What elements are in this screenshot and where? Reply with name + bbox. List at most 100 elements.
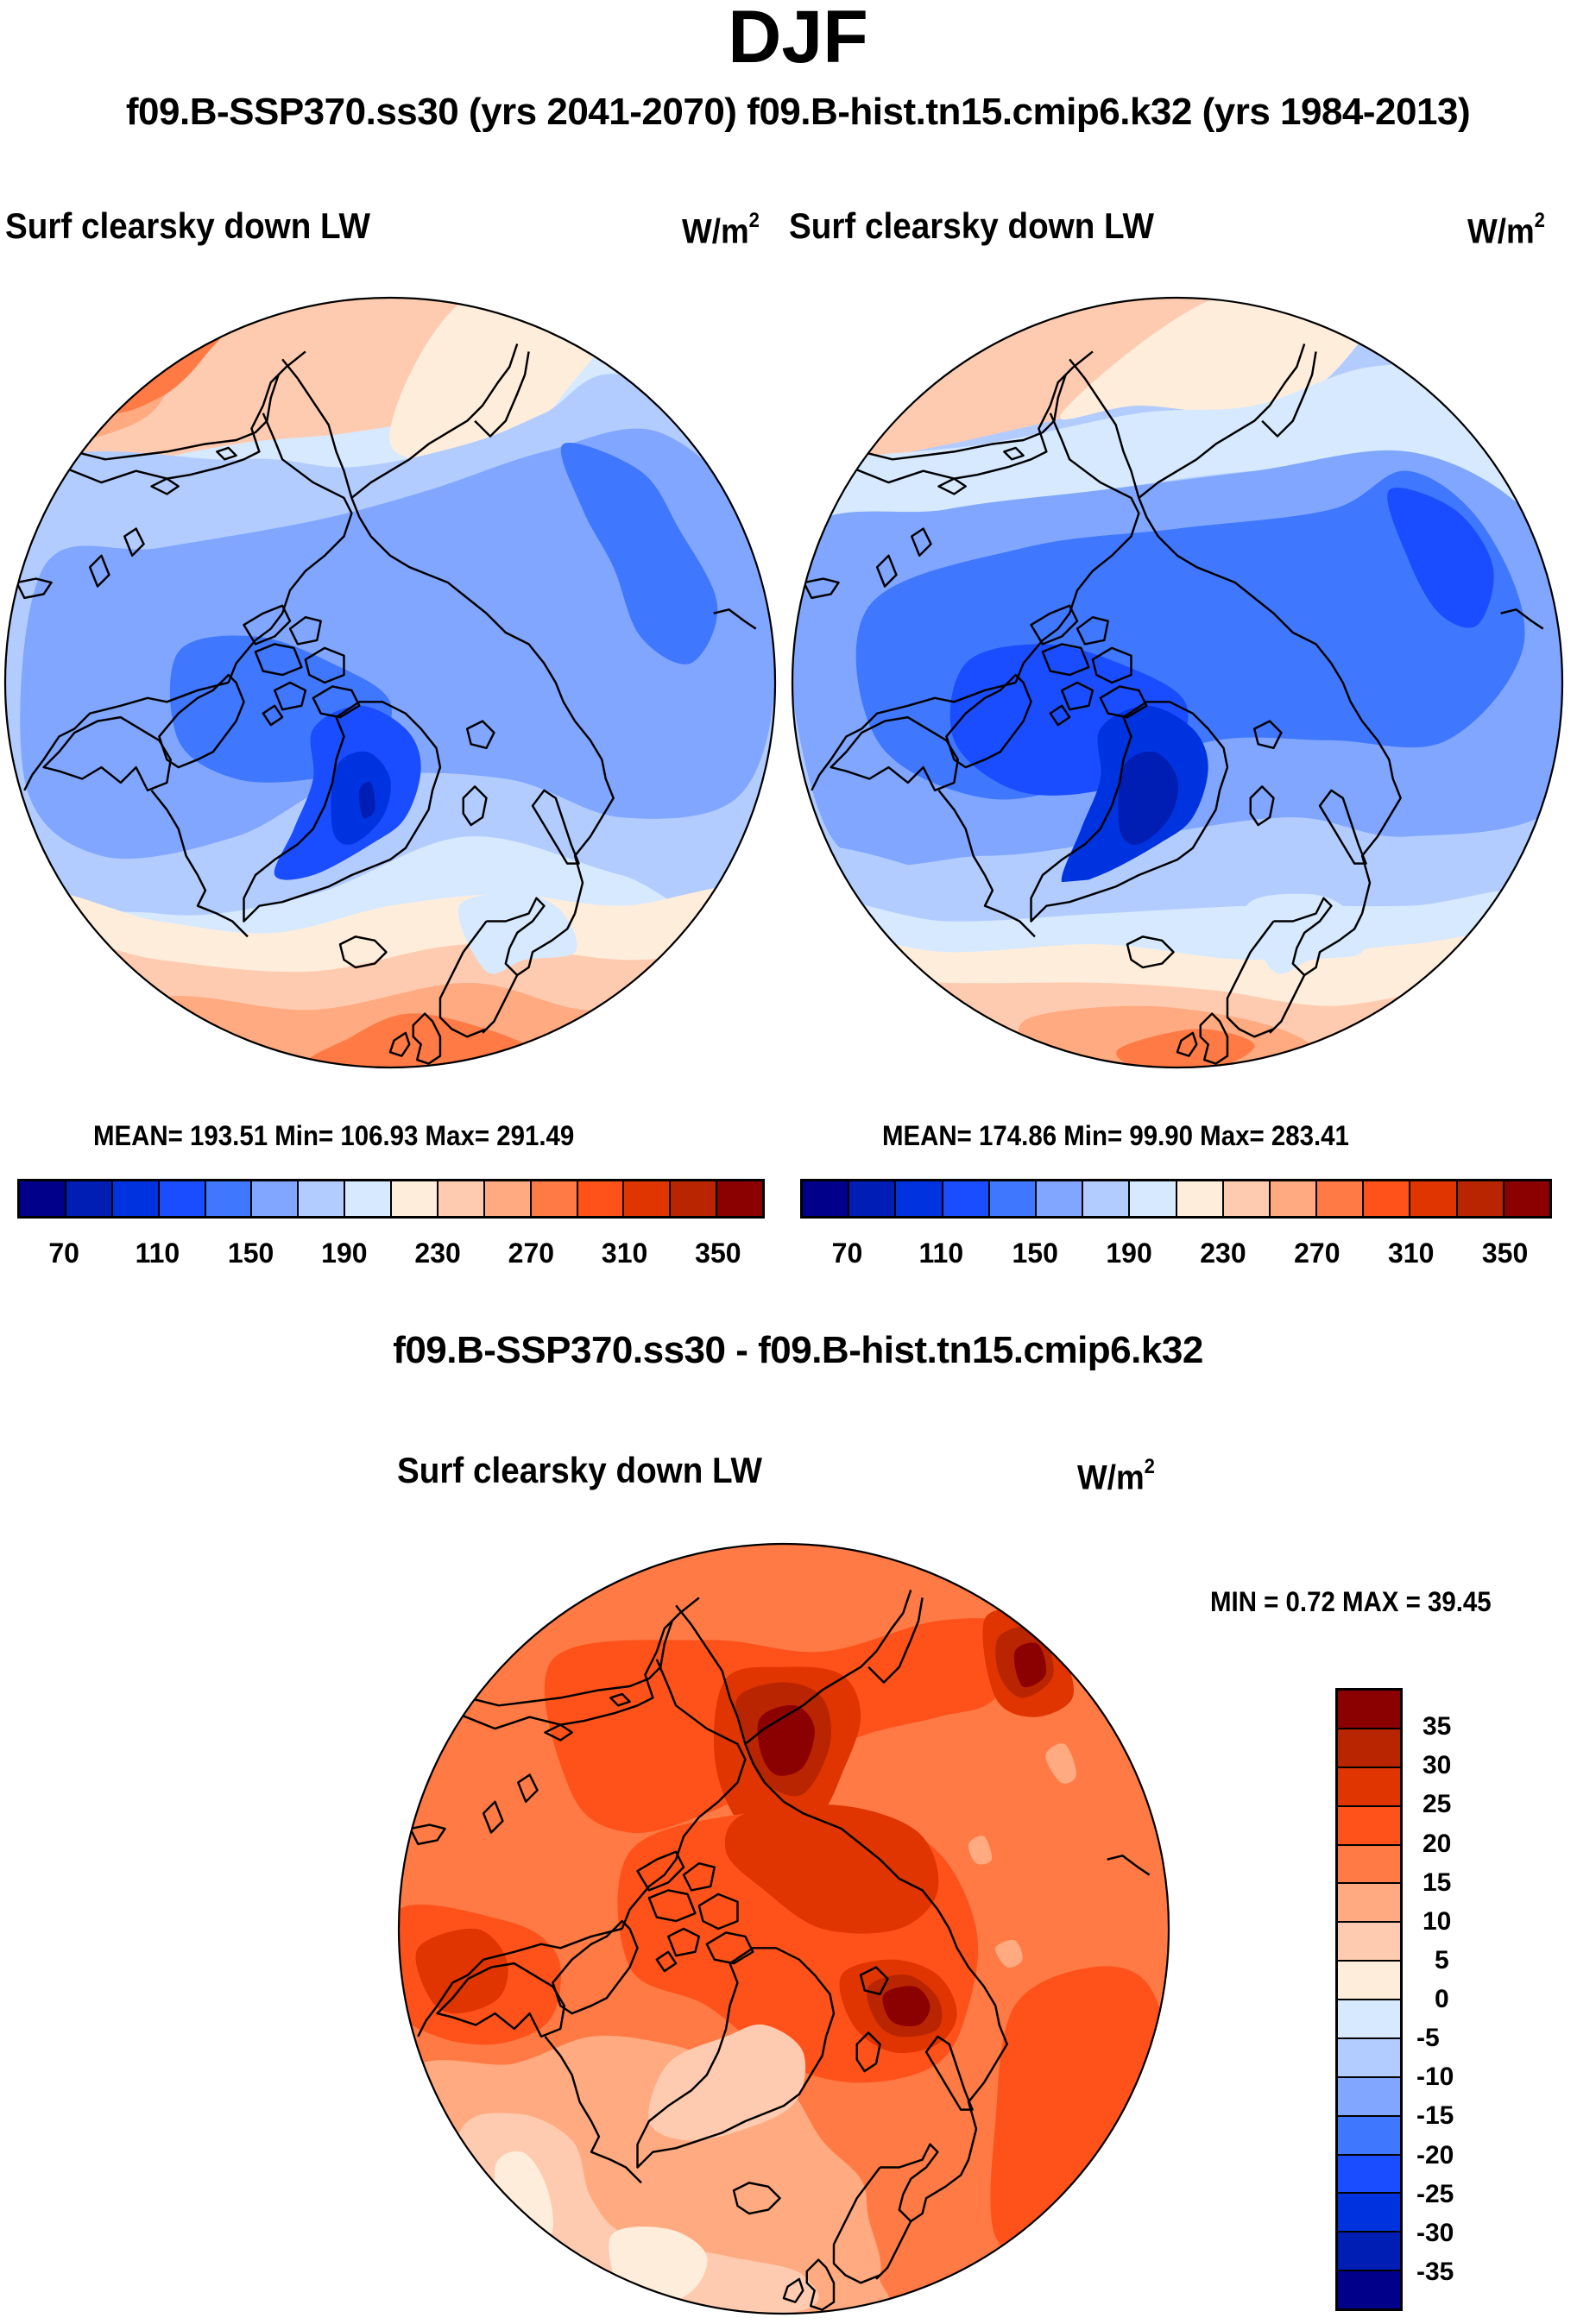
contour-band bbox=[982, 1609, 1075, 1717]
colorbar-tick-label: 110 bbox=[918, 1238, 964, 1269]
coastline bbox=[216, 446, 237, 461]
colorbar-tick-label: -20 bbox=[1416, 2140, 1454, 2170]
contour-band bbox=[1061, 705, 1208, 886]
coastline bbox=[1060, 681, 1094, 711]
coastline bbox=[417, 1927, 622, 2037]
contour-band bbox=[1118, 751, 1178, 845]
contour-band bbox=[1045, 1743, 1077, 1784]
coastline bbox=[924, 2035, 974, 2111]
coastline bbox=[474, 351, 530, 438]
colorbar-tick-label: 150 bbox=[227, 1238, 274, 1269]
colorbar-tick-label: -30 bbox=[1416, 2218, 1454, 2247]
colorbar-box bbox=[1338, 2233, 1400, 2272]
coastline bbox=[388, 1031, 411, 1057]
panel3-colorbar bbox=[1335, 1688, 1403, 2311]
contour-band bbox=[4, 297, 243, 470]
colorbar-box bbox=[1338, 1691, 1400, 1729]
contour-band bbox=[792, 450, 1563, 866]
coastline bbox=[1003, 446, 1025, 461]
coastline bbox=[1107, 1855, 1151, 1876]
difference-title: f09.B-SSP370.ss30 - f09.B-hist.tn15.cmip… bbox=[393, 1329, 1203, 1371]
contour-band bbox=[1116, 1029, 1255, 1068]
coastline bbox=[830, 715, 960, 792]
coastline bbox=[409, 1823, 446, 1846]
coastline bbox=[799, 350, 1094, 484]
colorbar-tick-label: 310 bbox=[601, 1238, 648, 1269]
colorbar-box bbox=[112, 1181, 160, 1216]
contour-band bbox=[792, 824, 1563, 1068]
coastline bbox=[531, 789, 580, 865]
colorbar-box bbox=[1338, 2194, 1400, 2233]
colorbar-tick-label: 350 bbox=[1481, 1238, 1529, 1269]
colorbar-box bbox=[205, 1181, 253, 1216]
coastline bbox=[406, 1620, 673, 1710]
colorbar-box bbox=[20, 1181, 66, 1216]
contour-band bbox=[724, 1804, 939, 1934]
contour-band bbox=[949, 644, 1189, 796]
coastline bbox=[1261, 351, 1317, 438]
contour-band bbox=[968, 1836, 993, 1865]
panel2-units-sup: 2 bbox=[1534, 209, 1545, 232]
contour-band bbox=[389, 297, 624, 461]
coastline bbox=[859, 1966, 889, 1996]
coastline bbox=[482, 1800, 504, 1834]
coastline bbox=[803, 577, 840, 600]
colorbar-box bbox=[1504, 1181, 1549, 1216]
coastline bbox=[227, 413, 353, 683]
contour-band bbox=[609, 2226, 708, 2310]
contour-band bbox=[1019, 1005, 1313, 1068]
colorbar-box bbox=[1338, 2038, 1400, 2078]
coastline bbox=[517, 1773, 539, 1804]
colorbar-box bbox=[1338, 2271, 1400, 2308]
colorbar-box bbox=[989, 1181, 1037, 1216]
coastline bbox=[150, 477, 180, 495]
coastline bbox=[1091, 646, 1132, 684]
coastline bbox=[23, 681, 229, 791]
colorbar-box bbox=[392, 1181, 438, 1216]
contour-band bbox=[4, 885, 776, 1068]
colorbar-box bbox=[66, 1181, 113, 1216]
coastline bbox=[243, 701, 442, 923]
contour-band bbox=[792, 887, 1563, 1068]
colorbar-box bbox=[1338, 1806, 1400, 1846]
coastline bbox=[1176, 1031, 1198, 1057]
panel1-units-sup: 2 bbox=[748, 209, 760, 232]
colorbar-box bbox=[1410, 1181, 1458, 1216]
colorbar-box bbox=[577, 1181, 625, 1216]
coastline bbox=[655, 1950, 678, 1973]
coastline bbox=[911, 527, 932, 557]
colorbar-tick-label: 230 bbox=[1200, 1238, 1246, 1269]
panel2-units: W/m2 bbox=[1467, 209, 1545, 251]
coastline bbox=[482, 974, 519, 1034]
panel2-colorbar bbox=[800, 1179, 1552, 1219]
contour-band bbox=[995, 1939, 1023, 1968]
contour-band bbox=[169, 635, 392, 783]
coastline bbox=[262, 704, 284, 727]
coastline bbox=[123, 527, 145, 557]
contour-band bbox=[544, 1618, 1019, 1834]
coastline bbox=[1041, 643, 1090, 677]
colorbar-box bbox=[1338, 2000, 1400, 2039]
coastline bbox=[486, 897, 577, 977]
panel1-units: W/m2 bbox=[682, 209, 760, 251]
colorbar-tick-label: 25 bbox=[1423, 1790, 1452, 1819]
colorbar-box bbox=[1317, 1181, 1365, 1216]
contour-band bbox=[882, 1986, 930, 2026]
coastline bbox=[713, 608, 757, 630]
contour-band bbox=[494, 2151, 553, 2257]
contour-band bbox=[1387, 488, 1494, 628]
panel3-variable-label: Surf clearsky down LW bbox=[397, 1450, 763, 1490]
colorbar-box bbox=[1176, 1181, 1224, 1216]
coastline bbox=[1252, 720, 1283, 750]
coastline bbox=[763, 1781, 1008, 2160]
colorbar-tick-label: 190 bbox=[321, 1238, 368, 1269]
contour-band bbox=[430, 2113, 819, 2315]
coastline bbox=[1226, 920, 1275, 1038]
colorbar-box bbox=[1338, 1729, 1400, 1768]
map-boundary-circle bbox=[397, 1542, 1170, 2315]
colorbar-tick-label: 0 bbox=[1435, 1985, 1449, 2013]
colorbar-box bbox=[1130, 1181, 1177, 1216]
colorbar-tick-label: 110 bbox=[135, 1238, 180, 1269]
coastline bbox=[1049, 704, 1071, 727]
coastline bbox=[88, 554, 110, 588]
